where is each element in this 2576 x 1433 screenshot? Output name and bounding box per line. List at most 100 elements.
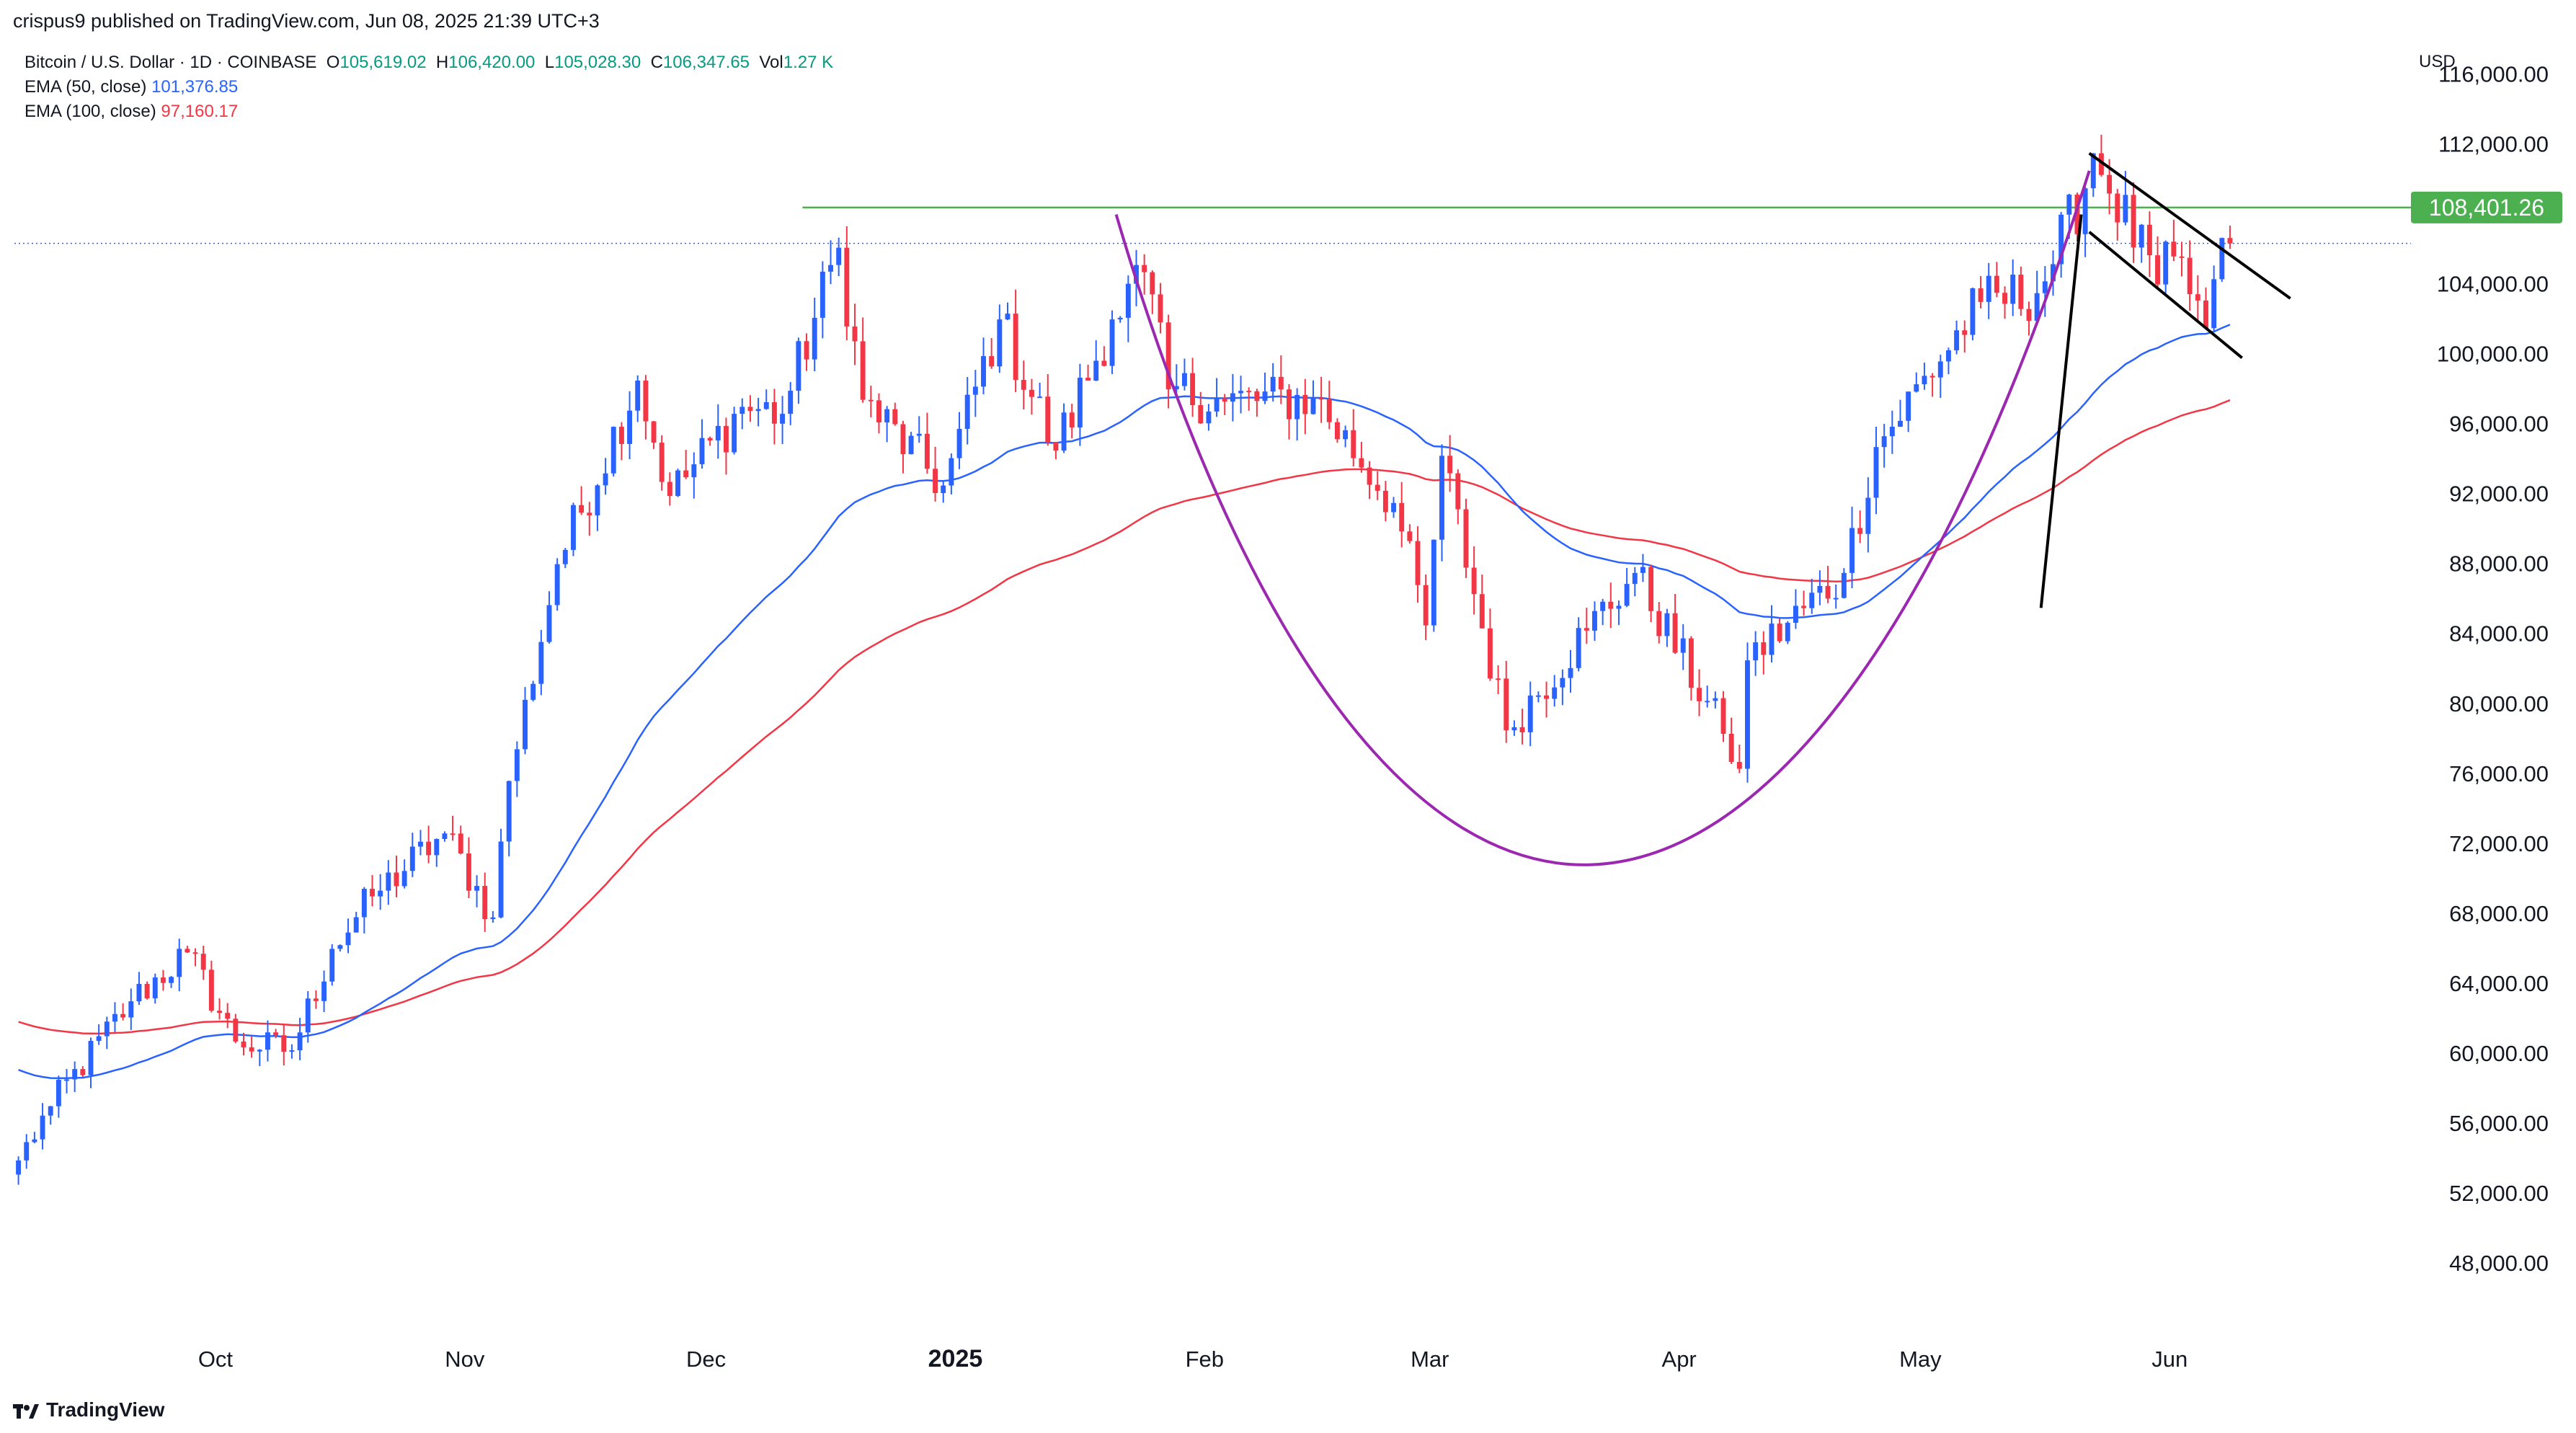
resistance-price-label: 108,401.26: [2429, 195, 2544, 221]
candle-body: [1584, 628, 1589, 631]
candle-body: [466, 853, 471, 891]
candle-body: [1351, 430, 1356, 458]
candle-body: [916, 433, 922, 436]
candle-body: [2058, 214, 2064, 265]
candle-body: [860, 341, 866, 400]
candle-body: [1190, 373, 1196, 406]
high-value: 106,420.00: [448, 53, 536, 72]
candle-body: [707, 438, 713, 441]
candle-body: [305, 998, 311, 1033]
candle-body: [1809, 593, 1815, 608]
candle-body: [1431, 539, 1436, 626]
candle-body: [273, 1032, 279, 1036]
y-tick-label: 100,000.00: [2437, 342, 2549, 367]
candle-body: [1134, 265, 1139, 284]
candle-body: [1117, 317, 1123, 320]
candle-body: [667, 482, 672, 497]
candle-body: [1841, 572, 1847, 598]
candle-body: [24, 1142, 30, 1161]
tradingview-footer[interactable]: TradingView: [13, 1398, 164, 1421]
candle-body: [554, 564, 560, 605]
candle-body: [1672, 613, 1678, 653]
candle-body: [1222, 398, 1227, 402]
candle-body: [949, 458, 954, 486]
candle-body: [1970, 288, 1976, 335]
candle-body: [1334, 422, 1340, 440]
candle-body: [1833, 598, 1839, 600]
candle-body: [546, 605, 552, 642]
candle-body: [892, 409, 898, 425]
candle-body: [2203, 300, 2208, 329]
candle-body: [458, 833, 463, 854]
candle-body: [1391, 502, 1397, 513]
candle-body: [1310, 398, 1316, 414]
candle-body: [595, 485, 600, 515]
ema50-label: EMA (50, close): [25, 77, 147, 97]
x-tick-label: Nov: [445, 1347, 485, 1372]
candle-body: [618, 427, 624, 444]
ema100-value: 97,160.17: [161, 102, 239, 121]
candle-body: [941, 485, 946, 494]
candle-body: [884, 409, 890, 423]
ema50-line: [18, 324, 2231, 1079]
candle-body: [1214, 398, 1220, 412]
candle-body: [732, 414, 737, 453]
drawing-overlays: [1114, 152, 2291, 866]
candle-body: [1881, 436, 1887, 448]
candle-body: [1318, 398, 1324, 400]
candle-body: [2211, 279, 2217, 329]
candle-body: [643, 381, 649, 422]
candle-body: [1640, 567, 1645, 573]
candle-body: [40, 1115, 45, 1140]
x-tick-label: Mar: [1411, 1347, 1449, 1372]
candle-body: [409, 846, 415, 871]
candle-body: [1270, 376, 1276, 392]
symbol-label[interactable]: Bitcoin / U.S. Dollar · 1D · COINBASE: [25, 53, 317, 72]
candle-body: [1705, 701, 1710, 703]
candle-body: [651, 421, 657, 443]
ema100-legend-row[interactable]: EMA (100, close) 97,160.17: [25, 99, 833, 124]
time-axis: Oct Nov Dec 2025 Feb Mar Apr May Jun: [198, 1345, 2188, 1372]
candle-body: [1608, 601, 1614, 609]
candle-body: [217, 1011, 222, 1013]
candle-body: [313, 998, 319, 1001]
candle-body: [755, 409, 761, 412]
candle-body: [1632, 572, 1638, 585]
y-tick-label: 68,000.00: [2449, 901, 2549, 926]
candle-body: [852, 326, 858, 342]
ema50-legend-row[interactable]: EMA (50, close) 101,376.85: [25, 75, 833, 99]
candle-body: [1439, 456, 1444, 540]
candle-body: [1713, 698, 1718, 701]
candle-body: [1825, 585, 1831, 599]
candle-body: [1769, 624, 1775, 655]
candle-body: [249, 1047, 254, 1052]
candle-body: [997, 319, 1003, 367]
candle-body: [1552, 687, 1558, 699]
candle-body: [233, 1019, 239, 1042]
candle-body: [1230, 393, 1235, 402]
resistance-layer: 108,401.26: [14, 191, 2562, 244]
candle-body: [1238, 391, 1244, 394]
candle-body: [1922, 376, 1927, 385]
candle-body: [1648, 567, 1654, 611]
price-axis: 116,000.00 112,000.00 104,000.00 100,000.00…: [2437, 62, 2549, 1276]
y-tick-label: 80,000.00: [2449, 691, 2549, 716]
candle-body: [1374, 484, 1380, 491]
candle-body: [1937, 361, 1943, 378]
candle-body: [788, 391, 794, 414]
candle-body: [1954, 330, 1960, 350]
flag-lower-line: [2088, 231, 2243, 360]
candle-body: [2051, 264, 2056, 282]
currency-label[interactable]: USD: [2419, 52, 2456, 71]
candle-body: [747, 407, 753, 412]
y-tick-label: 60,000.00: [2449, 1041, 2549, 1066]
candle-body: [579, 505, 585, 513]
candle-body: [88, 1041, 94, 1075]
candle-body: [1504, 678, 1509, 731]
candle-body: [1109, 319, 1115, 366]
y-tick-label: 72,000.00: [2449, 831, 2549, 856]
candle-body: [2138, 224, 2144, 248]
candle-body: [418, 841, 423, 847]
candle-body: [1165, 322, 1171, 390]
